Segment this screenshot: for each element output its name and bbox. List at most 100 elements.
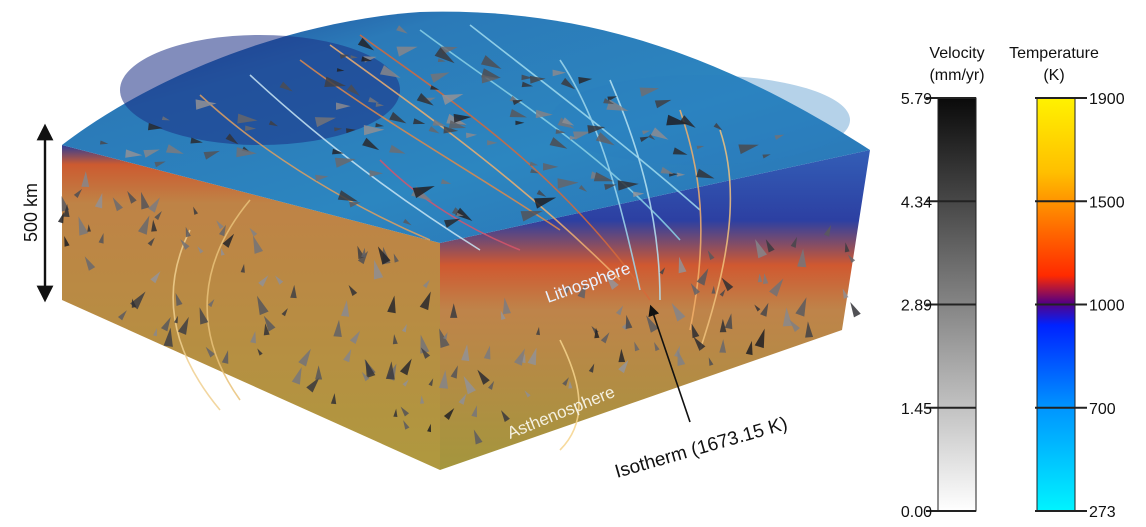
velocity-arrow-glyph [306,377,320,393]
velocity-arrow-glyph [193,206,199,215]
velocity-arrow-glyph [754,304,761,312]
velocity-arrow-glyph [180,239,190,250]
velocity-arrow-glyph [291,366,302,385]
velocity-arrow-glyph [197,246,204,254]
velocity-arrow-glyph [365,359,376,378]
velocity-arrow-glyph [805,321,814,338]
velocity-arrow-glyph [163,327,173,347]
velocity-arrow-glyph [654,99,672,109]
velocity-arrow-glyph [690,283,701,296]
velocity-arrow-glyph [473,429,483,445]
velocity-arrow-glyph [639,136,650,142]
velocity-arrow-glyph [412,186,435,199]
velocity-arrow-glyph [569,135,579,140]
velocity-arrow-glyph [334,127,343,132]
velocity-tick-label: 4.34 [901,194,932,211]
velocity-arrow-glyph [402,218,412,226]
velocity-arrow-glyph [324,76,347,88]
velocity-arrow-glyph [98,232,104,244]
velocity-arrow-glyph [677,349,686,366]
velocity-arrow-glyph [501,410,510,422]
velocity-arrow-glyph [443,126,459,134]
velocity-arrow-glyph [562,377,569,387]
velocity-arrow-glyph [450,365,458,379]
velocity-arrow-glyph [719,318,727,333]
velocity-arrow-glyph [387,295,396,314]
velocity-arrow-glyph [563,284,571,294]
velocity-arrow-glyph [543,162,559,171]
velocity-arrow-glyph [249,228,258,237]
velocity-arrow-glyph [520,210,543,222]
velocity-arrow-glyph [195,99,217,110]
velocity-arrow-glyph [263,315,276,332]
velocity-arrow-glyph [147,123,163,131]
velocity-arrow-glyph [480,55,502,69]
velocity-arrow-glyph [463,375,476,395]
velocity-arrow-glyph [529,75,546,84]
velocity-arrow-glyph [420,347,431,359]
velocity-arrow-glyph [502,297,511,315]
velocity-arrow-glyph [639,87,660,97]
velocity-arrow-glyph [263,323,270,336]
velocity-arrow-glyph [671,302,686,322]
velocity-arrow-glyph [757,273,763,283]
velocity-arrow-glyph [465,132,478,139]
velocity-arrow-glyph [458,393,467,405]
velocity-arrow-glyph [588,363,595,373]
velocity-arrow-glyph [500,310,506,320]
velocity-arrow-glyph [782,307,793,327]
velocity-arrow-glyph [842,288,849,299]
velocity-arrow-glyph [448,120,467,129]
streamline [469,24,701,211]
velocity-arrow-glyph [290,284,297,299]
velocity-arrow-glyph [617,180,639,191]
velocity-arrow-glyph [678,256,687,274]
velocity-arrow-glyph [420,334,430,354]
velocity-arrow-glyph [745,340,753,356]
velocity-arrow-glyph [560,77,576,90]
velocity-arrow-glyph [648,134,656,140]
velocity-arrow-glyph [738,144,759,155]
temperature-tick-label: 700 [1089,401,1116,418]
velocity-arrow-glyph [555,129,566,134]
velocity-arrow-glyph [154,211,162,221]
velocity-arrow-glyph [696,145,705,150]
velocity-arrow-glyph [515,120,525,126]
velocity-arrow-glyph [615,305,624,316]
velocity-arrow-glyph [341,300,350,317]
velocity-arrow-glyph [127,191,137,204]
velocity-arrow-glyph [315,365,323,380]
velocity-arrow-glyph [174,315,178,324]
velocity-arrow-glyph [63,204,70,218]
velocity-arrow-glyph [442,332,448,340]
streamline [199,94,431,241]
velocity-arrow-glyph [577,283,587,299]
streamline [359,34,651,301]
velocity-arrow-glyph [696,268,709,286]
velocity-arrow-glyph [337,190,359,202]
velocity-arrow-glyph [349,201,361,208]
velocity-arrow-glyph [350,55,358,59]
velocity-arrow-glyph [604,184,617,191]
velocity-arrow-glyph [724,313,733,330]
velocity-arrow-glyph [660,166,674,175]
velocity-arrow-glyph [131,298,137,308]
velocity-arrow-glyph [112,197,123,212]
velocity-arrow-glyph [422,279,430,289]
velocity-colorbar: Velocity (mm/yr) 5.79 4.34 2.89 1.45 0.00 [901,45,985,521]
streamline [559,59,641,291]
streamline [699,129,732,351]
velocity-arrow-glyph [375,102,385,107]
velocity-arrow-glyph [536,189,547,197]
velocity-arrow-glyph [332,148,344,155]
velocity-arrow-glyph [363,124,385,136]
velocity-arrow-glyph [477,369,490,385]
velocity-arrow-glyph [603,98,615,105]
velocity-arrow-glyph [399,358,412,376]
velocity-arrow-glyph [654,341,660,352]
velocity-arrow-glyph [693,336,706,351]
streamline [206,199,251,401]
velocity-arrow-glyph [790,236,798,248]
velocity-arrow-glyph [481,74,500,84]
velocity-arrow-glyph [369,170,384,177]
